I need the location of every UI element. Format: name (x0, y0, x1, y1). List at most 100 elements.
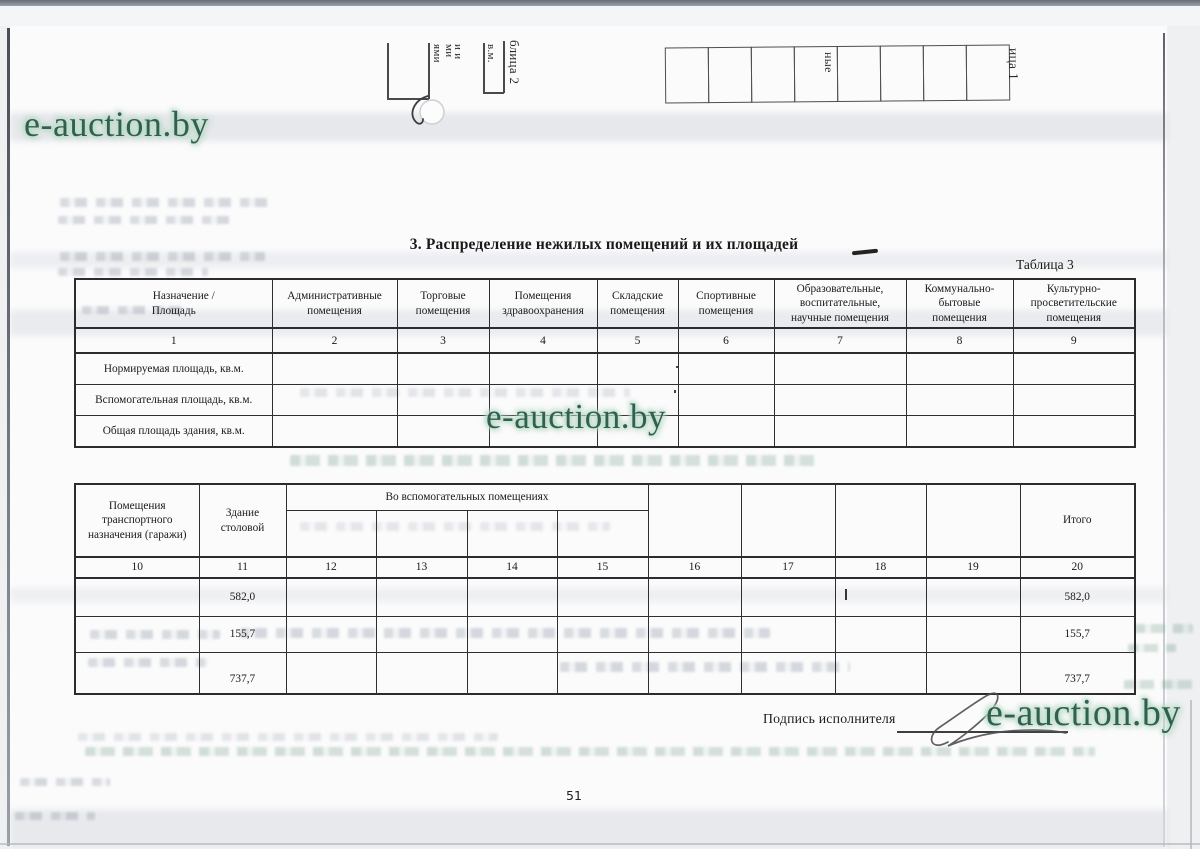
column-number-cell: 9 (1012, 327, 1136, 355)
header-cell: Складские помещения (596, 278, 679, 329)
empty-cell (466, 577, 558, 617)
empty-cell (905, 383, 1014, 416)
fragment-cells (664, 44, 1011, 104)
empty-cell (466, 615, 558, 653)
column-number-cell: 13 (375, 556, 468, 579)
empty-cell (740, 577, 836, 617)
column-number-cell: 10 (74, 556, 200, 579)
column-number-cell: 19 (925, 556, 1021, 579)
empty-cell (1012, 352, 1136, 385)
column-number-cell: 14 (466, 556, 558, 579)
empty-header-cell (740, 483, 836, 558)
span-header-cell: Во вспомогательных помещениях (285, 483, 649, 511)
empty-header-cell (466, 509, 558, 558)
column-number-cell: 8 (905, 327, 1014, 355)
row-label-cell: Общая площадь здания, кв.м. (74, 414, 273, 448)
empty-cell (375, 577, 468, 617)
empty-cell (647, 615, 742, 653)
data-cell: 582,0 (1019, 577, 1136, 617)
header-cell: Административные помещения (271, 278, 398, 329)
table-number-row: 10 11 12 13 14 15 16 17 18 19 20 (74, 556, 1136, 579)
empty-cell (74, 615, 200, 653)
empty-header-cell (375, 509, 468, 558)
table3-continuation: Помещения транспортного назначения (гара… (74, 483, 1136, 695)
watermark-top-left: e-auction.by (24, 104, 209, 144)
empty-cell (677, 414, 775, 448)
empty-cell (488, 352, 598, 385)
header-cell: Назначение / Площадь (74, 278, 273, 329)
empty-cell (556, 577, 649, 617)
watermark-middle: e-auction.by (486, 397, 666, 436)
empty-cell (285, 577, 377, 617)
empty-cell (677, 352, 775, 385)
empty-cell (396, 414, 490, 448)
empty-cell (74, 577, 200, 617)
empty-cell (596, 383, 679, 416)
table-row: Нормируемая площадь, кв.м. (74, 352, 1136, 385)
header-cell: Здание столовой (198, 483, 287, 558)
empty-cell (773, 383, 907, 416)
empty-cell (285, 615, 377, 653)
empty-cell (905, 352, 1014, 385)
column-number-cell: 5 (596, 327, 679, 355)
empty-cell (271, 352, 398, 385)
header-cell: Итого (1019, 483, 1136, 558)
fragment-label: в.м. (485, 44, 497, 63)
column-number-cell: 4 (488, 327, 598, 355)
empty-cell (556, 651, 649, 695)
table-row: 155,7 155,7 (74, 615, 1136, 653)
column-number-cell: 7 (773, 327, 907, 355)
section-title: 3. Распределение нежилых помещений и их … (409, 236, 799, 253)
table-row: 737,7 737,7 (74, 651, 1136, 695)
empty-cell (1012, 414, 1136, 448)
column-number-cell: 12 (285, 556, 377, 579)
column-number-cell: 11 (198, 556, 287, 579)
empty-cell (677, 383, 775, 416)
column-number-cell: 6 (677, 327, 775, 355)
table-number-label: Таблица 3 (1016, 257, 1074, 272)
header-cell: Культурно-просветительские помещения (1012, 278, 1136, 329)
page-right-edge (1163, 33, 1165, 847)
scan-bottom-edge (0, 843, 1200, 845)
signature-label: Подпись исполнителя (763, 711, 896, 726)
empty-cell (466, 651, 558, 695)
column-number-cell: 18 (834, 556, 927, 579)
empty-cell (396, 352, 490, 385)
fragment-cell-label: ные (822, 52, 836, 73)
empty-cell (647, 651, 742, 695)
column-number-cell: 17 (740, 556, 836, 579)
empty-header-cell (556, 509, 649, 558)
empty-cell (271, 383, 398, 416)
stray-tick-mark (845, 589, 847, 600)
empty-cell (834, 577, 927, 617)
stray-dot (676, 366, 678, 368)
empty-cell (74, 651, 200, 695)
header-cell: Образовательные, воспитательные, научные… (773, 278, 907, 329)
page-number: 51 (566, 788, 582, 803)
scanner-top-edge (0, 0, 1200, 6)
fragment-table1-label: ица 1 (1006, 48, 1021, 81)
empty-cell (740, 615, 836, 653)
watermark-bottom-right: e-auction.by (986, 692, 1181, 734)
empty-cell (905, 414, 1014, 448)
empty-cell (596, 352, 679, 385)
table3-number-row: 1 2 3 4 5 6 7 8 9 (74, 327, 1136, 355)
page-above-edge (0, 6, 1200, 26)
empty-cell (556, 615, 649, 653)
empty-cell (773, 414, 907, 448)
column-number-cell: 15 (556, 556, 649, 579)
row-label-cell: Нормируемая площадь, кв.м. (74, 352, 273, 385)
column-number-cell: 2 (271, 327, 398, 355)
table-row: Общая площадь здания, кв.м. (74, 414, 1136, 448)
table3-header-row: Назначение / Площадь Административные по… (74, 278, 1136, 329)
empty-header-cell (834, 483, 927, 558)
empty-cell (925, 651, 1021, 695)
empty-cell (647, 577, 742, 617)
empty-cell (375, 651, 468, 695)
data-cell: 155,7 (1019, 615, 1136, 653)
table-subheader-row (75, 509, 1135, 558)
empty-cell (596, 414, 679, 448)
signature-line (897, 731, 1068, 733)
data-cell: 737,7 (198, 651, 287, 695)
